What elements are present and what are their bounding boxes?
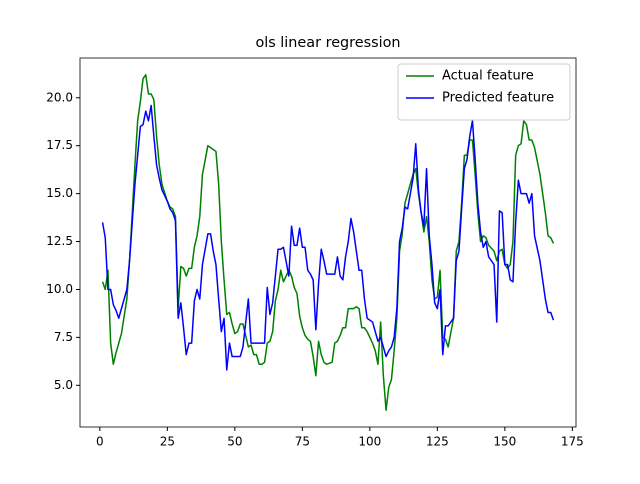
data-line [101,104,555,371]
x-tick-label: 150 [493,435,516,449]
legend-label: Predicted feature [442,91,554,106]
chart-title: ols linear regression [255,35,400,51]
y-tick-label: 17.5 [46,138,73,152]
x-tick-label: 125 [426,435,449,449]
legend-label: Actual feature [442,69,534,84]
y-tick-label: 7.5 [54,330,73,344]
x-tick-label: 75 [295,435,310,449]
legend-box [397,63,571,121]
x-tick-label: 0 [96,435,104,449]
y-tick-label: 12.5 [46,234,73,248]
x-tick-label: 100 [358,435,381,449]
plot-frame [79,57,577,428]
x-tick-label: 25 [160,435,175,449]
y-tick-label: 20.0 [46,90,73,104]
x-tick-label: 50 [227,435,242,449]
y-tick-label: 15.0 [46,186,73,200]
legend: Actual feature Predicted feature [397,63,571,121]
y-tick-label: 5.0 [54,378,73,392]
y-tick-label: 10.0 [46,282,73,296]
x-tick-label: 175 [561,435,584,449]
